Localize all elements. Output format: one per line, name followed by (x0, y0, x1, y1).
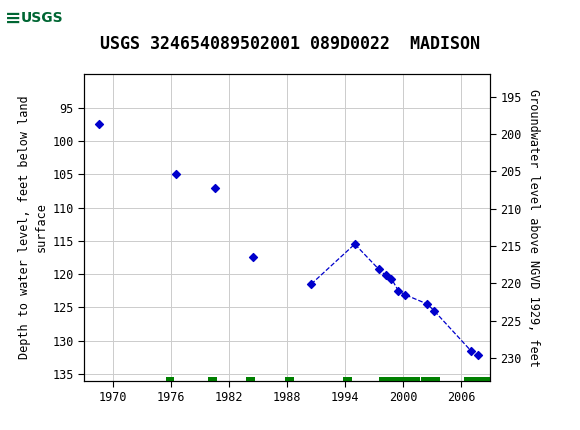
Y-axis label: Groundwater level above NGVD 1929, feet: Groundwater level above NGVD 1929, feet (527, 89, 541, 366)
Point (307, 281, 316, 288)
Point (381, 272, 390, 279)
Point (429, 307, 438, 314)
Bar (285, 377, 294, 381)
Point (394, 287, 403, 294)
Point (400, 291, 409, 298)
Y-axis label: Depth to water level, feet below land
surface: Depth to water level, feet below land su… (18, 95, 48, 359)
Bar (208, 377, 216, 381)
Point (210, 184, 219, 191)
Text: ≡: ≡ (5, 9, 21, 28)
Point (466, 347, 476, 354)
Point (374, 266, 383, 273)
Point (423, 301, 432, 307)
Bar (422, 377, 440, 381)
Bar (464, 377, 490, 381)
Bar (379, 377, 419, 381)
Text: USGS 324654089502001 089D0022  MADISON: USGS 324654089502001 089D0022 MADISON (100, 35, 480, 53)
Point (171, 171, 180, 178)
Point (387, 275, 396, 282)
Point (350, 241, 360, 248)
Bar (246, 377, 255, 381)
Point (249, 254, 258, 261)
Bar (343, 377, 352, 381)
Point (94, 121, 103, 128)
Point (473, 352, 482, 359)
Text: USGS: USGS (20, 11, 63, 25)
Bar (166, 377, 174, 381)
FancyBboxPatch shape (3, 3, 70, 35)
